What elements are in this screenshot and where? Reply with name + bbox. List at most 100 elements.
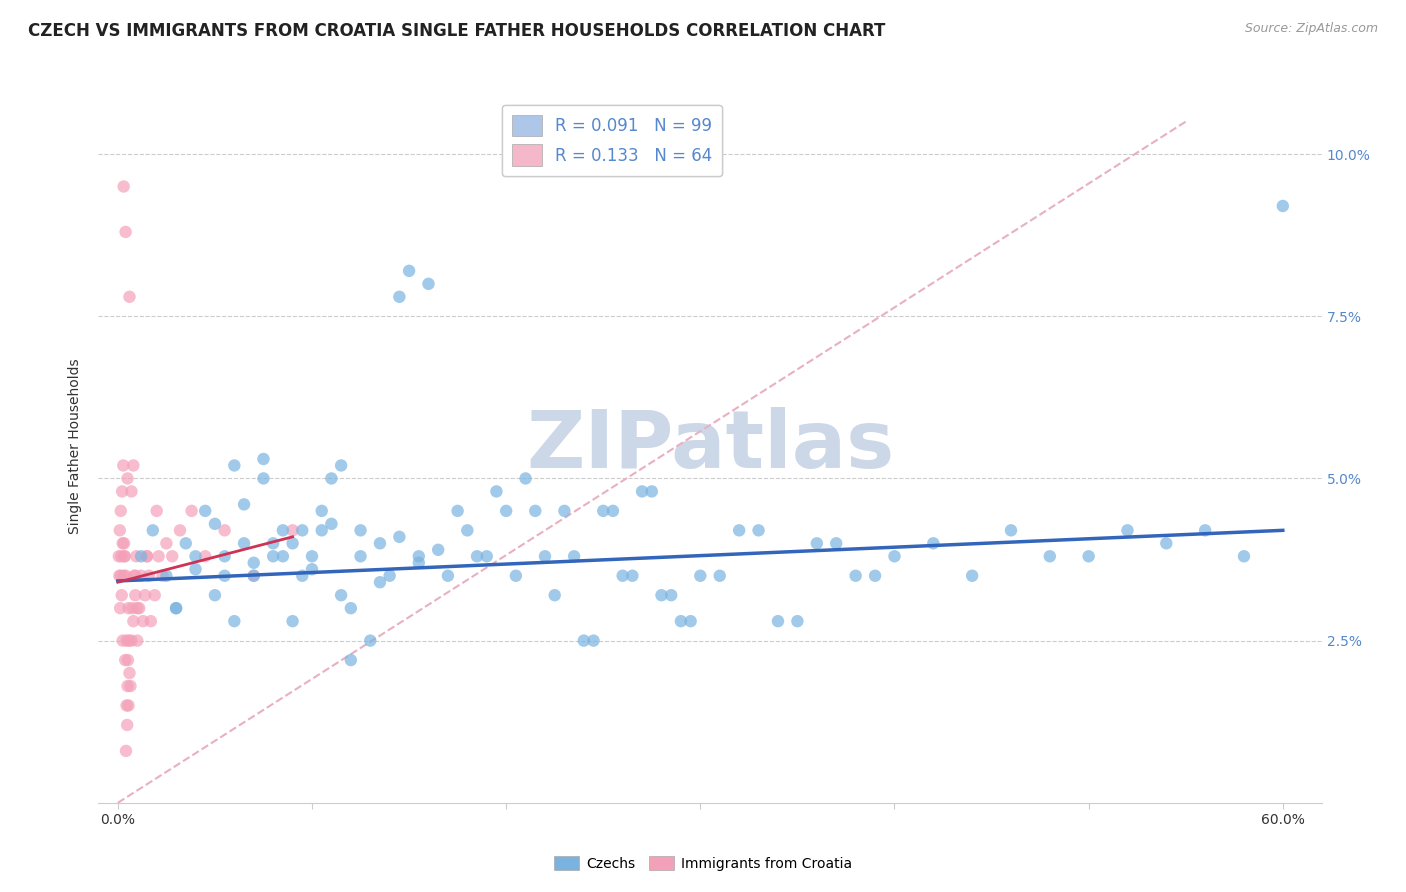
Point [252, 471, 274, 485]
Point [204, 516, 226, 531]
Point [562, 549, 585, 564]
Point [340, 653, 363, 667]
Point [128, 601, 150, 615]
Point [108, 601, 131, 615]
Point [465, 549, 488, 564]
Text: CZECH VS IMMIGRANTS FROM CROATIA SINGLE FATHER HOUSEHOLDS CORRELATION CHART: CZECH VS IMMIGRANTS FROM CROATIA SINGLE … [28, 22, 886, 40]
Point [602, 504, 624, 518]
Point [111, 588, 134, 602]
Point [114, 653, 136, 667]
Point [125, 549, 148, 564]
Point [553, 504, 575, 518]
Point [1233, 549, 1256, 564]
Point [1077, 549, 1099, 564]
Point [883, 549, 905, 564]
Point [145, 504, 167, 518]
Point [118, 290, 141, 304]
Point [349, 524, 371, 538]
Point [495, 504, 517, 518]
Point [165, 601, 187, 615]
Point [408, 556, 430, 570]
Point [184, 562, 207, 576]
Point [120, 484, 142, 499]
Point [515, 471, 537, 485]
Point [160, 549, 183, 564]
Point [169, 524, 191, 538]
Point [117, 601, 139, 615]
Point [224, 614, 246, 628]
Point [378, 568, 401, 582]
Point [124, 568, 146, 582]
Point [271, 524, 294, 538]
Point [117, 471, 139, 485]
Point [214, 568, 236, 582]
Point [122, 458, 145, 473]
Point [112, 179, 135, 194]
Point [544, 588, 567, 602]
Point [446, 504, 468, 518]
Point [766, 614, 789, 628]
Point [291, 568, 314, 582]
Point [117, 653, 139, 667]
Point [152, 568, 174, 582]
Point [311, 524, 333, 538]
Point [114, 225, 136, 239]
Point [321, 471, 343, 485]
Point [621, 568, 644, 582]
Point [368, 575, 391, 590]
Point [524, 504, 547, 518]
Point [252, 452, 274, 467]
Point [242, 556, 264, 570]
Point [242, 568, 264, 582]
Point [114, 568, 136, 582]
Point [115, 744, 138, 758]
Point [224, 458, 246, 473]
Point [612, 568, 634, 582]
Point [845, 568, 868, 582]
Point [127, 601, 149, 615]
Point [271, 549, 294, 564]
Point [349, 549, 371, 564]
Point [301, 562, 323, 576]
Point [485, 484, 508, 499]
Point [124, 588, 146, 602]
Point [148, 549, 170, 564]
Point [669, 614, 692, 628]
Point [340, 601, 363, 615]
Point [194, 504, 217, 518]
Point [922, 536, 945, 550]
Point [120, 633, 142, 648]
Point [233, 497, 256, 511]
Point [111, 484, 134, 499]
Point [728, 524, 751, 538]
Point [281, 536, 304, 550]
Point [129, 549, 152, 564]
Point [121, 601, 143, 615]
Point [786, 614, 808, 628]
Point [679, 614, 702, 628]
Point [418, 277, 440, 291]
Point [709, 568, 731, 582]
Point [534, 549, 557, 564]
Y-axis label: Single Father Households: Single Father Households [69, 359, 83, 533]
Point [165, 601, 187, 615]
Point [806, 536, 828, 550]
Point [233, 536, 256, 550]
Point [112, 536, 135, 550]
Point [301, 549, 323, 564]
Point [659, 588, 682, 602]
Point [1156, 536, 1178, 550]
Point [1194, 524, 1216, 538]
Point [110, 504, 132, 518]
Point [204, 588, 226, 602]
Text: Source: ZipAtlas.com: Source: ZipAtlas.com [1244, 22, 1378, 36]
Legend: R = 0.091   N = 99, R = 0.133   N = 64: R = 0.091 N = 99, R = 0.133 N = 64 [502, 104, 723, 176]
Point [118, 633, 141, 648]
Point [134, 588, 156, 602]
Point [214, 549, 236, 564]
Point [108, 549, 131, 564]
Point [115, 718, 138, 732]
Point [242, 568, 264, 582]
Point [689, 568, 711, 582]
Point [111, 633, 134, 648]
